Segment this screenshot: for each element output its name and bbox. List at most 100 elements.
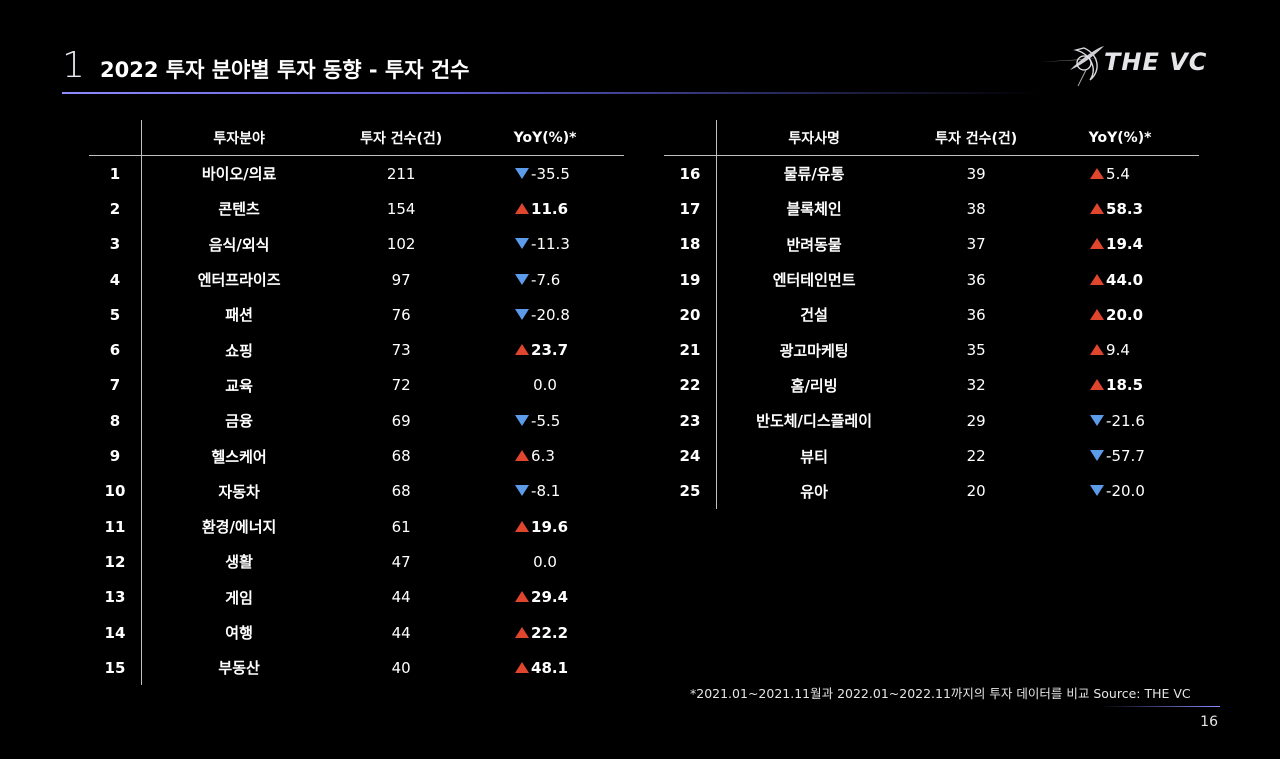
yoy-value: 6.3: [531, 447, 555, 466]
count-cell: 68: [391, 482, 411, 501]
yoy-cell: 22.2: [466, 615, 624, 650]
triangle-up-icon: [515, 626, 530, 638]
count-cell: 39: [966, 164, 986, 183]
yoy-value: -20.8: [531, 305, 570, 324]
yoy-value: 48.1: [531, 658, 569, 677]
triangle-down-icon: [515, 308, 530, 320]
table-row: 23 반도체/디스플레이 29 -21.6: [664, 403, 1199, 439]
table-row: 13 게임 44 29.4: [89, 579, 624, 615]
count-header: 투자 건수(건): [336, 120, 467, 156]
field-cell: 금융: [225, 412, 253, 431]
count-cell: 36: [966, 270, 986, 289]
triangle-down-icon: [515, 273, 530, 285]
rank-cell: 14: [89, 614, 142, 651]
field-cell: 콘텐츠: [218, 200, 260, 219]
yoy-value: -11.3: [531, 235, 570, 254]
count-cell: 73: [391, 341, 411, 360]
count-cell: 20: [966, 482, 986, 501]
yoy-value: -57.7: [1106, 447, 1145, 466]
table-header-row: 투자분야 투자 건수(건) YoY(%)*: [89, 120, 624, 156]
count-cell: 61: [391, 517, 411, 536]
field-cell: 여행: [225, 624, 253, 642]
triangle-up-icon: [1090, 379, 1105, 391]
page-title: 2022 투자 분야별 투자 동향 - 투자 건수: [100, 58, 470, 82]
table-row: 11 환경/에너지 61 19.6: [89, 508, 624, 545]
section-number: 1: [62, 45, 85, 86]
yoy-cell: 19.6: [466, 509, 624, 544]
yoy-cell: 29.4: [466, 580, 624, 615]
rank-cell: 4: [89, 261, 142, 298]
table-row: 6 쇼핑 73 23.7: [89, 332, 624, 368]
count-cell: 29: [966, 411, 986, 430]
count-cell: 102: [386, 235, 416, 254]
triangle-up-icon: [1090, 308, 1105, 320]
field-cell: 물류/유통: [783, 165, 845, 184]
table-row: 1 바이오/의료 211 -35.5: [89, 155, 624, 192]
rank-cell: 25: [664, 473, 717, 509]
triangle-up-icon: [1090, 238, 1105, 250]
yoy-value: 19.6: [531, 517, 569, 536]
field-cell: 쇼핑: [225, 341, 253, 360]
table-row: 5 패션 76 -20.8: [89, 297, 624, 333]
field-header: 투자사명: [716, 120, 912, 156]
table-row: 24 뷰티 22 -57.7: [664, 438, 1199, 474]
yoy-cell: -7.6: [466, 262, 624, 297]
table-header-row: 투자사명 투자 건수(건) YoY(%)*: [664, 120, 1199, 156]
yoy-cell: -20.8: [466, 297, 624, 332]
count-cell: 97: [391, 270, 411, 289]
field-cell: 광고마케팅: [779, 341, 849, 360]
rank-cell: 3: [89, 226, 142, 262]
rank-cell: 23: [664, 403, 717, 439]
count-header: 투자 건수(건): [911, 120, 1042, 156]
yoy-cell: 58.3: [1041, 191, 1199, 226]
page-number: 16: [1200, 714, 1218, 730]
rank-cell: 19: [664, 261, 717, 298]
yoy-value: -8.1: [531, 482, 561, 501]
yoy-value: -35.5: [531, 164, 570, 183]
field-cell: 유아: [800, 482, 828, 501]
triangle-down-icon: [1090, 450, 1105, 462]
yoy-cell: 48.1: [466, 650, 624, 685]
rank-cell: 11: [89, 508, 142, 545]
count-cell: 69: [391, 411, 411, 430]
yoy-cell: 0.0: [466, 544, 624, 579]
table-row: 19 엔터테인먼트 36 44.0: [664, 261, 1199, 298]
count-cell: 22: [966, 447, 986, 466]
table-row: 2 콘텐츠 154 11.6: [89, 191, 624, 227]
yoy-value: 23.7: [531, 341, 569, 360]
field-cell: 부동산: [218, 659, 260, 678]
yoy-value: -7.6: [531, 270, 561, 289]
rank-header: [664, 120, 717, 156]
table-row: 25 유아 20 -20.0: [664, 473, 1199, 509]
triangle-down-icon: [515, 485, 530, 497]
triangle-up-icon: [515, 591, 530, 603]
table-row: 3 음식/외식 102 -11.3: [89, 226, 624, 262]
table-row: 14 여행 44 22.2: [89, 614, 624, 651]
yoy-header: YoY(%)*: [466, 120, 624, 156]
triangle-up-icon: [1090, 344, 1105, 356]
field-cell: 홈/리빙: [790, 376, 838, 395]
rank-cell: 21: [664, 332, 717, 368]
table-row: 8 금융 69 -5.5: [89, 403, 624, 439]
rank-cell: 15: [89, 650, 142, 686]
count-cell: 44: [391, 623, 411, 642]
triangle-up-icon: [1090, 202, 1105, 214]
yoy-cell: 18.5: [1041, 368, 1199, 403]
rank-cell: 9: [89, 438, 142, 474]
yoy-value: 5.4: [1106, 164, 1130, 183]
field-cell: 반려동물: [786, 235, 842, 254]
triangle-down-icon: [1090, 485, 1105, 497]
count-cell: 38: [966, 199, 986, 218]
field-cell: 건설: [800, 306, 828, 325]
rank-header: [89, 120, 142, 156]
count-cell: 35: [966, 341, 986, 360]
table-row: 7 교육 72 0.0: [89, 367, 624, 404]
left-ranking-table: 투자분야 투자 건수(건) YoY(%)* 1 바이오/의료 211 -35.5 2 콘텐…: [89, 120, 624, 686]
field-cell: 음식/외식: [208, 235, 270, 254]
yoy-cell: 6.3: [466, 438, 624, 473]
table-row: 18 반려동물 37 19.4: [664, 226, 1199, 262]
yoy-value: 18.5: [1106, 376, 1144, 395]
count-cell: 40: [391, 658, 411, 677]
count-cell: 154: [386, 199, 416, 218]
yoy-cell: -20.0: [1041, 474, 1199, 509]
